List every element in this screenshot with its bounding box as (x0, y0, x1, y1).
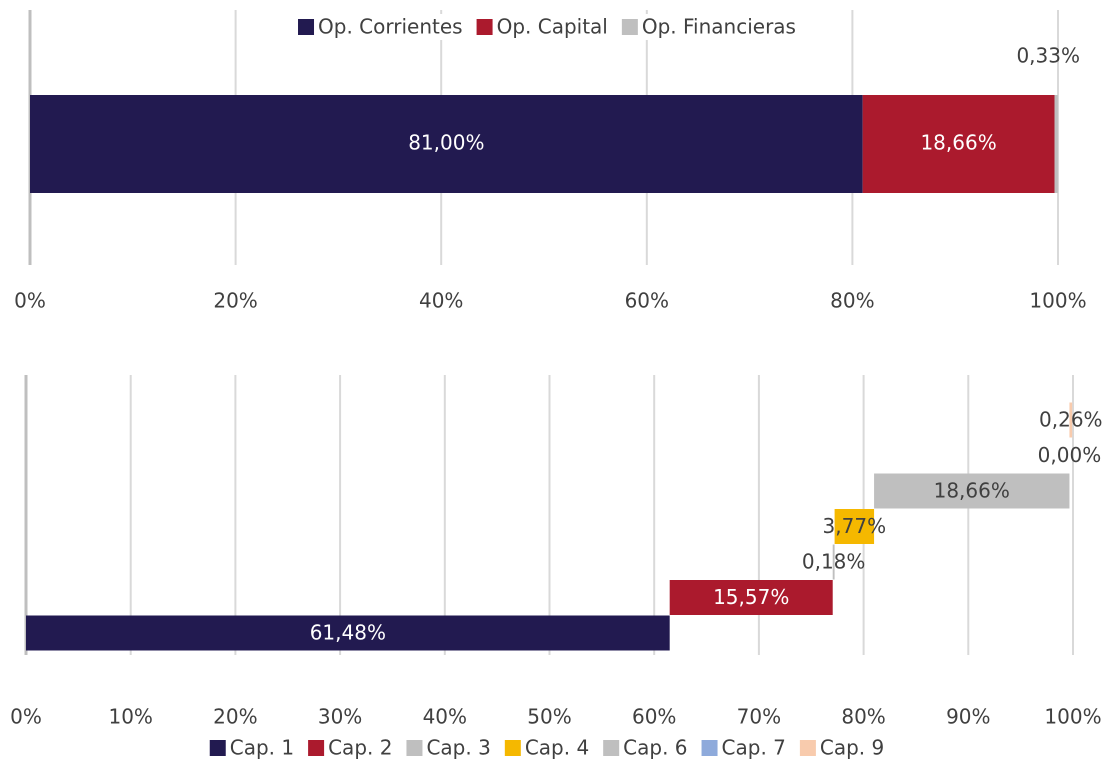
legend-swatch (603, 740, 620, 756)
bar-segment (26, 615, 670, 651)
x-tick-label: 60% (625, 289, 669, 313)
legend-swatch (308, 740, 325, 756)
legend-label: Cap. 3 (426, 736, 490, 760)
legend-label: Cap. 2 (328, 736, 392, 760)
data-label: 61,48% (310, 621, 386, 645)
x-tick-label: 100% (1029, 289, 1086, 313)
legend-swatch (621, 19, 638, 35)
data-label: 0,00% (1038, 443, 1102, 467)
legend-label: Cap. 6 (623, 736, 687, 760)
x-tick-label: 60% (632, 705, 676, 729)
x-tick-label: 20% (213, 705, 257, 729)
legend-bg (617, 14, 800, 40)
bar-segment (1069, 402, 1073, 438)
data-label: 18,66% (934, 479, 1010, 503)
bar-segment (30, 95, 863, 193)
x-tick-label: 0% (14, 289, 46, 313)
x-tick-label: 30% (318, 705, 362, 729)
x-tick-label: 80% (841, 705, 885, 729)
data-label: 0,33% (1016, 44, 1080, 68)
bar-segment (832, 544, 835, 580)
data-label: 0,18% (802, 550, 866, 574)
legend-bg (294, 14, 467, 40)
bar-segment (874, 473, 1070, 509)
data-label: 15,57% (713, 585, 789, 609)
legend-swatch (799, 740, 816, 756)
data-label: 18,66% (920, 131, 996, 155)
data-label: 3,77% (823, 514, 887, 538)
legend-swatch (701, 740, 718, 756)
bar-segment (834, 509, 875, 544)
x-tick-label: 0% (10, 705, 42, 729)
x-tick-label: 90% (946, 705, 990, 729)
legend-swatch (504, 740, 521, 756)
legend-label: Cap. 1 (230, 736, 294, 760)
legend-swatch (476, 19, 493, 35)
legend-label: Cap. 4 (525, 736, 589, 760)
data-label: 81,00% (408, 131, 484, 155)
bar-segment (862, 95, 1055, 193)
legend-swatch (406, 740, 423, 756)
data-label: 0,26% (1039, 408, 1103, 432)
x-tick-label: 20% (213, 289, 257, 313)
x-tick-label: 50% (527, 705, 571, 729)
bar-segment (1054, 95, 1058, 193)
x-tick-label: 100% (1044, 705, 1101, 729)
x-tick-label: 70% (737, 705, 781, 729)
bar-segment (669, 580, 833, 615)
legend-swatch (298, 19, 315, 35)
legend-label: Op. Capital (497, 15, 608, 39)
x-tick-label: 10% (108, 705, 152, 729)
x-tick-label: 40% (419, 289, 463, 313)
legend-label: Cap. 7 (722, 736, 786, 760)
x-tick-label: 40% (423, 705, 467, 729)
legend-label: Op. Corrientes (318, 15, 463, 39)
legend-label: Cap. 9 (820, 736, 884, 760)
legend-label: Op. Financieras (642, 15, 796, 39)
legend-swatch (209, 740, 226, 756)
legend-bg (472, 14, 612, 40)
x-tick-label: 80% (830, 289, 874, 313)
